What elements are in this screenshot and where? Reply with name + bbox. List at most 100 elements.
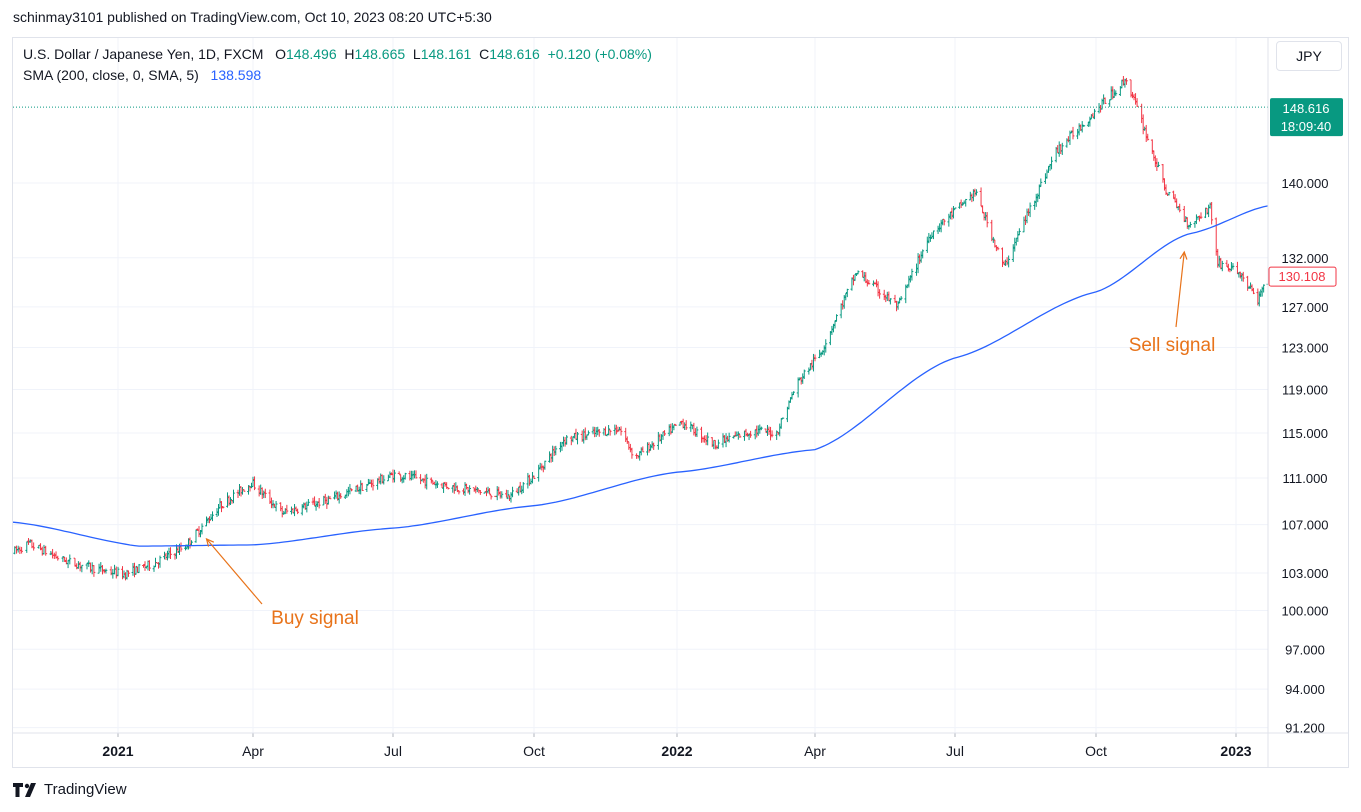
candle [1109, 86, 1113, 101]
open-label: O [275, 46, 287, 62]
candle [587, 430, 590, 436]
candle [755, 425, 759, 438]
candle [701, 436, 705, 443]
high-value: 148.665 [354, 46, 406, 62]
candle [1047, 165, 1050, 173]
candle [436, 481, 439, 488]
candle [807, 367, 811, 375]
candle [684, 420, 688, 431]
x-tick-label: Jul [384, 743, 402, 759]
candle [802, 369, 806, 379]
candle [710, 437, 714, 448]
candle [226, 492, 229, 508]
candle [1155, 158, 1159, 171]
candle [835, 314, 838, 322]
candle [403, 472, 407, 480]
candle [236, 489, 240, 499]
candle [431, 480, 435, 485]
x-tick-label: Oct [523, 743, 545, 759]
candle [247, 485, 250, 495]
candle [541, 465, 545, 473]
candle [1091, 112, 1095, 118]
candle [80, 564, 84, 573]
candle [942, 218, 946, 226]
candle [1214, 217, 1218, 256]
tradingview-logo-text: TradingView [44, 781, 127, 798]
candle [402, 475, 406, 483]
candle [1134, 93, 1137, 105]
candle [99, 562, 103, 572]
candle [713, 439, 717, 450]
candle [1185, 217, 1189, 229]
candle [359, 480, 363, 495]
candle [1228, 268, 1232, 273]
candle [495, 486, 499, 501]
candle [462, 488, 465, 495]
candle [317, 498, 321, 509]
candle [239, 486, 243, 497]
candle [20, 546, 24, 554]
candle [743, 430, 746, 441]
candle [188, 537, 192, 549]
symbol-title: U.S. Dollar / Japanese Yen, 1D, FXCM [23, 46, 264, 62]
candle [1114, 90, 1118, 97]
candle [756, 425, 760, 436]
candle [1017, 228, 1021, 236]
candle [667, 424, 671, 437]
y-tick-label: 94.000 [1285, 682, 1325, 697]
candle [864, 272, 868, 284]
candle [293, 503, 296, 517]
candle [302, 502, 306, 509]
candle [209, 514, 213, 521]
candle [540, 463, 544, 471]
candle [137, 563, 141, 574]
candle [25, 541, 29, 553]
candle [692, 422, 696, 436]
candle [242, 489, 246, 492]
candle [131, 563, 135, 576]
candle [68, 554, 72, 565]
candle [271, 500, 275, 509]
candle [1013, 237, 1017, 252]
candle [477, 489, 481, 494]
candle [434, 480, 438, 489]
candle [670, 423, 674, 433]
candle [1123, 78, 1127, 88]
candle [1097, 103, 1101, 114]
candle [936, 225, 940, 234]
candle [717, 439, 720, 449]
open-value: 148.496 [286, 46, 337, 62]
candle [1060, 142, 1064, 155]
candle [885, 291, 889, 301]
candle [263, 488, 267, 499]
candle [77, 561, 80, 569]
candle [844, 293, 848, 301]
candle [425, 473, 429, 490]
candle [641, 446, 645, 453]
candle [509, 492, 513, 503]
candle [775, 430, 779, 440]
candle [712, 439, 716, 450]
candle [604, 426, 607, 436]
candle [624, 427, 628, 443]
candle [360, 482, 364, 492]
candle [975, 189, 978, 196]
grid [13, 38, 1268, 733]
candle [952, 206, 955, 219]
sma-value: 138.598 [210, 67, 262, 83]
candle [66, 560, 70, 569]
low-value: 148.161 [420, 46, 472, 62]
candle [830, 325, 834, 336]
candle [861, 270, 865, 278]
candle [801, 373, 805, 384]
legend-sma[interactable]: SMA (200, close, 0, SMA, 5) 138.598 [23, 67, 261, 83]
candle [285, 504, 289, 514]
currency-button[interactable]: JPY [1276, 41, 1342, 71]
candle [262, 490, 266, 499]
candle [1028, 202, 1032, 218]
tradingview-logo[interactable]: TradingView [13, 781, 127, 798]
candle [1196, 216, 1200, 220]
candle [1226, 263, 1230, 272]
candle [1065, 138, 1069, 148]
